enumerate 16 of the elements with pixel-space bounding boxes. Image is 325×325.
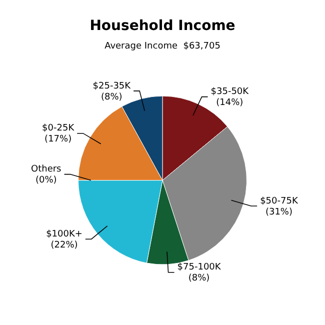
slice-label: $25-35K [92, 81, 132, 92]
data-label: (8%) [188, 274, 210, 284]
category-label: Others [31, 164, 62, 175]
data-label: (17%) [44, 134, 72, 145]
data-label: (8%) [101, 92, 122, 102]
data-label: (14%) [216, 98, 244, 108]
slice-label: $75-100K [177, 262, 222, 273]
slice-label: $35-50K [210, 87, 250, 98]
text: (0%) [35, 176, 57, 186]
slice-label: $0-25K [42, 124, 76, 134]
slice-label: $50-75K [260, 196, 299, 206]
chart-subtitle: Average Income $63,705 [104, 42, 220, 52]
chart-title: Household Income [90, 18, 236, 34]
data-label: (22%) [50, 240, 78, 250]
slice-label: $100K+ [46, 229, 82, 240]
data-label: (31%) [265, 207, 292, 218]
